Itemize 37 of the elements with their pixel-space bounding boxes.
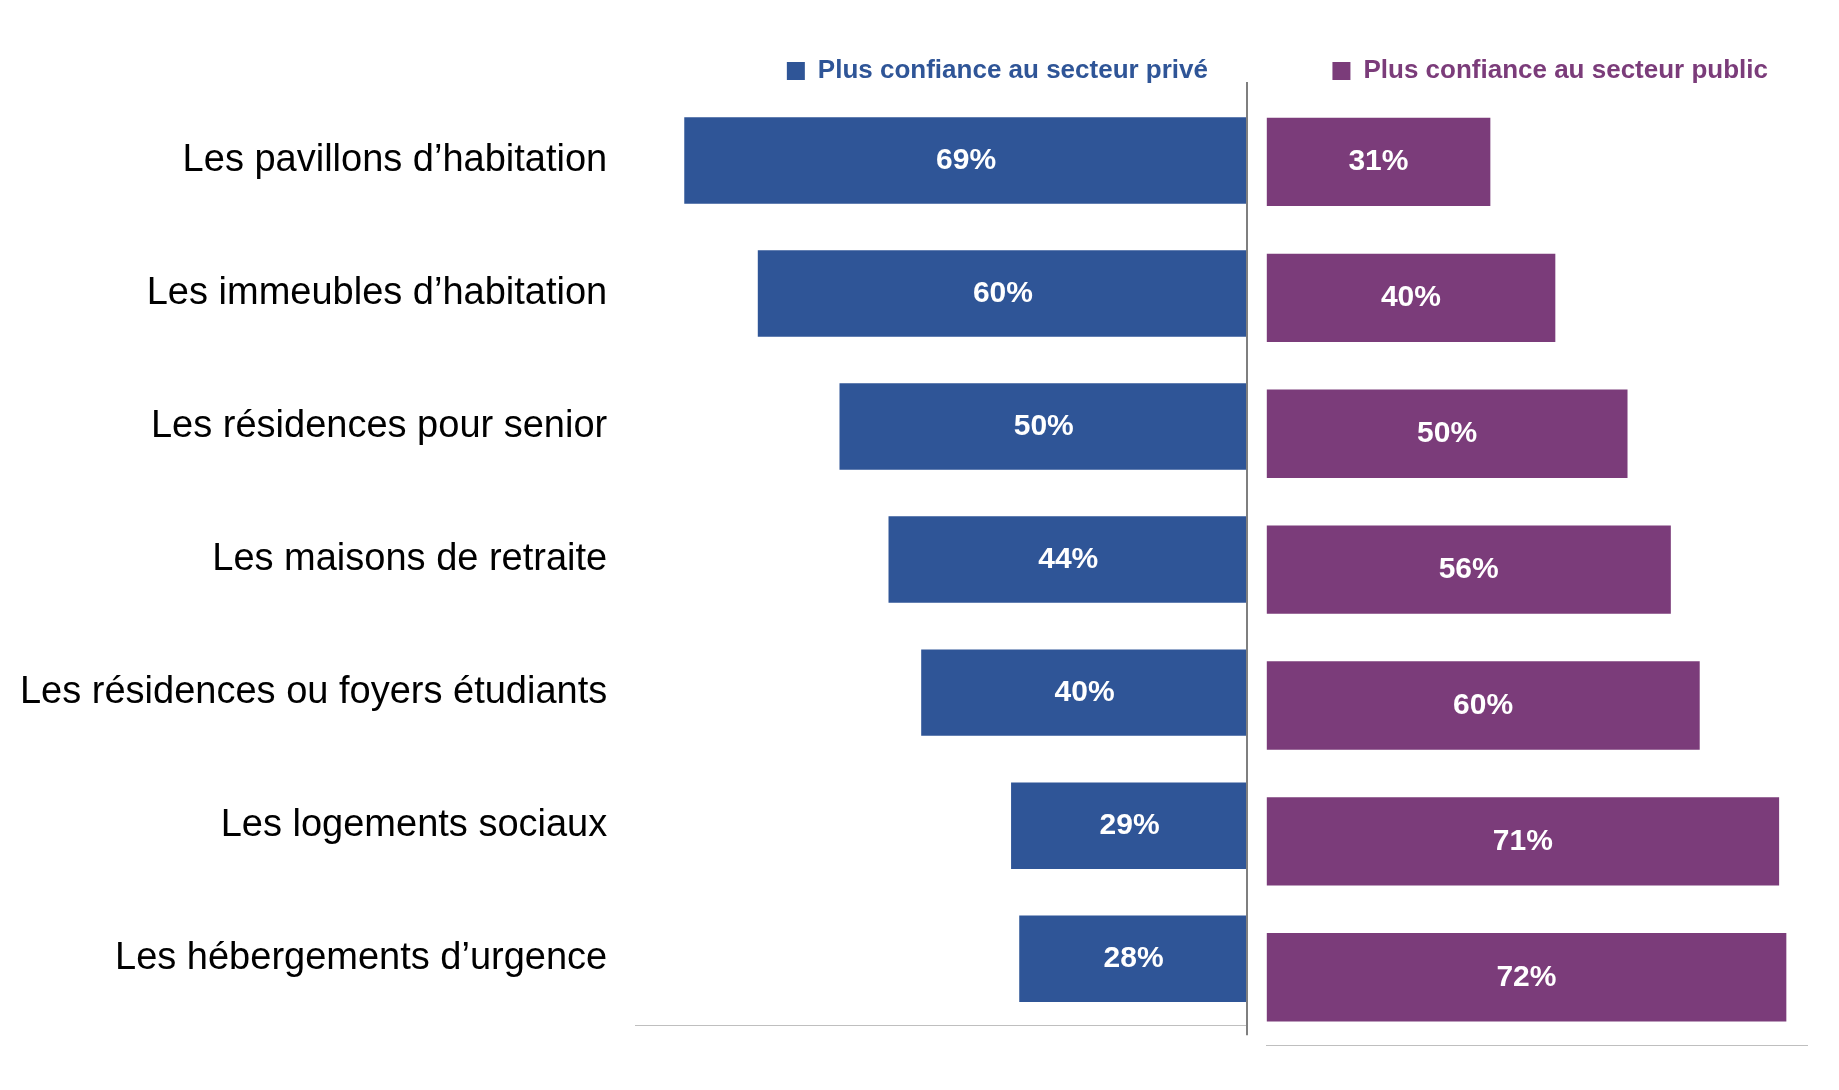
data-label: 40% [1054,673,1115,707]
data-label: 50% [1417,414,1478,448]
y-tick-label: Les pavillons d’habitation [182,137,608,179]
y-tick-label: Les logements sociaux [220,802,608,845]
bar [1266,661,1700,750]
y-tick-label: Les maisons de retraite [212,536,608,579]
bar [1266,525,1671,614]
data-label: 40% [1380,279,1441,313]
bar [684,117,1248,204]
data-label: 56% [1438,550,1499,584]
data-label: 72% [1496,958,1557,992]
data-label: 31% [1348,143,1409,177]
data-label: 69% [936,141,997,175]
data-label: 28% [1103,939,1164,973]
bar [1266,933,1787,1022]
data-label: 71% [1492,822,1553,856]
legend-label: Plus confiance au secteur public [1363,54,1768,85]
bar [921,649,1248,736]
data-label: 50% [1013,407,1074,441]
y-tick-label: Les immeubles d’habitation [146,270,608,313]
bar [757,250,1248,337]
bar [1266,117,1491,207]
bar [1266,253,1556,342]
y-tick-label: Les résidences pour senior [150,403,608,446]
bar [1011,782,1248,869]
y-tick-label: Les résidences ou foyers étudiants [19,669,608,712]
bar [888,516,1248,603]
data-label: 60% [972,274,1033,308]
bar [1266,797,1780,886]
y-tick-label: Les hébergements d’urgence [115,935,608,978]
bar [1019,915,1248,1002]
data-label: 29% [1099,806,1160,840]
data-label: 44% [1038,540,1099,574]
legend-label: Plus confiance au secteur privé [817,54,1208,85]
bar [839,383,1248,470]
data-label: 60% [1453,686,1514,720]
bar [1266,389,1628,478]
